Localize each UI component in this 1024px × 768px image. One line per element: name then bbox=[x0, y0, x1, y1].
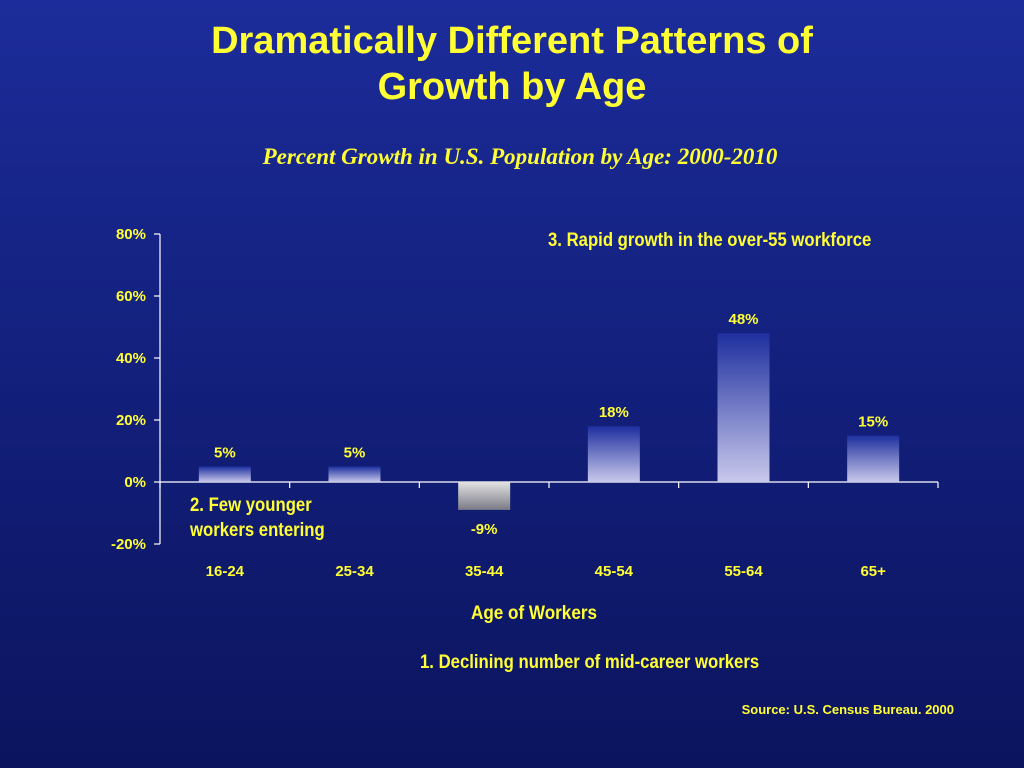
chart-axes: 80% 60% 40% 20% 0% -20% bbox=[111, 226, 939, 553]
data-label-55-64: 48% bbox=[728, 311, 758, 328]
x-tick-label-35-44: 35-44 bbox=[465, 563, 504, 580]
y-tick-label: 0% bbox=[124, 474, 146, 491]
chart-subtitle: Percent Growth in U.S. Population by Age… bbox=[262, 144, 778, 169]
x-tick-label-55-64: 55-64 bbox=[724, 563, 763, 580]
annotation-few-younger-line1: 2. Few younger bbox=[190, 495, 312, 516]
y-tick-label: 40% bbox=[116, 350, 146, 367]
bar-16-24 bbox=[198, 466, 251, 482]
title-line-1: Dramatically Different Patterns of bbox=[211, 20, 813, 62]
annotation-rapid-growth: 3. Rapid growth in the over-55 workforce bbox=[548, 230, 872, 251]
y-tick-label: 20% bbox=[116, 412, 146, 429]
bar-25-34 bbox=[328, 466, 381, 482]
chart-bars bbox=[198, 333, 900, 510]
bar-35-44 bbox=[458, 482, 511, 510]
bar-55-64 bbox=[717, 333, 770, 482]
x-tick-label-25-34: 25-34 bbox=[335, 563, 374, 580]
bar-45-54 bbox=[587, 426, 640, 482]
x-tick-label-65+: 65+ bbox=[860, 563, 886, 580]
y-tick-label: 60% bbox=[116, 288, 146, 305]
title-line-2: Growth by Age bbox=[377, 66, 647, 108]
annotation-few-younger-line2: workers entering bbox=[190, 520, 325, 541]
y-tick-label: -20% bbox=[111, 536, 146, 553]
data-label-65+: 15% bbox=[858, 414, 888, 431]
x-tick-label-16-24: 16-24 bbox=[206, 563, 245, 580]
data-label-45-54: 18% bbox=[599, 404, 629, 421]
data-label-25-34: 5% bbox=[344, 445, 366, 462]
y-tick-label: 80% bbox=[116, 226, 146, 243]
data-label-16-24: 5% bbox=[214, 445, 236, 462]
x-axis-label: Age of Workers bbox=[471, 602, 597, 623]
source-note: Source: U.S. Census Bureau. 2000 bbox=[741, 702, 954, 717]
annotation-mid-career: 1. Declining number of mid-career worker… bbox=[420, 652, 760, 673]
chart-labels: 5% 16-24 5% 25-34 -9% 35-44 18% 45-54 48% 55-64 15… bbox=[206, 311, 889, 580]
annotation-few-younger: 2. Few younger workers entering bbox=[190, 493, 325, 543]
bar-65+ bbox=[847, 435, 900, 482]
x-tick-label-45-54: 45-54 bbox=[595, 563, 634, 580]
data-label-35-44: -9% bbox=[471, 521, 498, 538]
slide-title: Dramatically Different Patterns of Growt… bbox=[0, 18, 1024, 110]
